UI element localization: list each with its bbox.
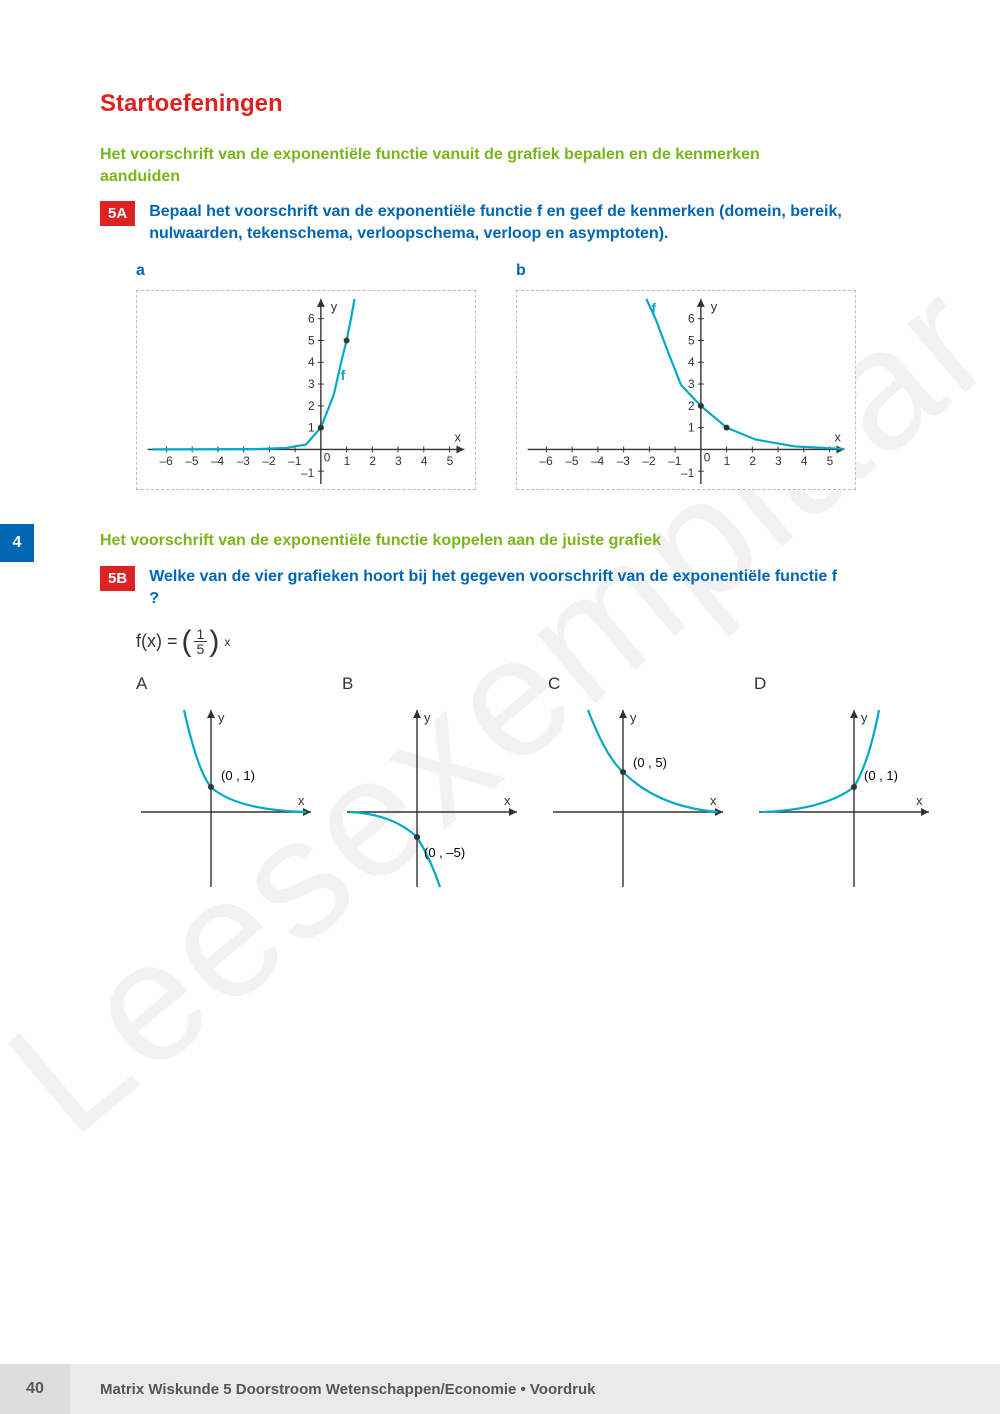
option-a-label: A [136, 674, 322, 694]
option-d-label: D [754, 674, 940, 694]
exercise-5a-text: Bepaal het voorschrift van de exponentië… [149, 201, 849, 244]
svg-text:1: 1 [344, 455, 351, 469]
svg-text:3: 3 [308, 377, 315, 391]
svg-text:5: 5 [447, 455, 454, 469]
svg-text:y: y [424, 710, 431, 725]
option-d-graph: y x (0 , 1) [754, 702, 934, 892]
svg-text:x: x [916, 793, 923, 808]
svg-text:3: 3 [688, 377, 695, 391]
svg-text:2: 2 [688, 399, 695, 413]
formula-prefix: f(x) = [136, 631, 178, 652]
svg-text:y: y [861, 710, 868, 725]
graph-b-label: b [516, 262, 856, 280]
formula-num: 1 [194, 627, 208, 642]
svg-text:(0 , 5): (0 , 5) [633, 755, 667, 770]
option-a-graph: y x (0 , 1) [136, 702, 316, 892]
svg-text:4: 4 [801, 455, 808, 469]
page-number: 40 [0, 1364, 70, 1414]
exercise-5a: 5A Bepaal het voorschrift van de exponen… [100, 201, 940, 244]
svg-text:3: 3 [775, 455, 782, 469]
svg-text:–3: –3 [617, 455, 631, 469]
svg-text:(0 , –5): (0 , –5) [424, 845, 465, 860]
graph-a-label: a [136, 262, 476, 280]
svg-text:5: 5 [827, 455, 834, 469]
svg-text:–1: –1 [681, 466, 695, 480]
svg-text:–2: –2 [262, 455, 275, 469]
option-c-graph: y x (0 , 5) [548, 702, 728, 892]
svg-text:y: y [331, 299, 338, 314]
svg-text:–6: –6 [159, 455, 173, 469]
graphs-ab-row: a –6 –5 –4 –3 –2 [136, 262, 940, 490]
svg-text:–3: –3 [237, 455, 251, 469]
formula-den: 5 [194, 642, 208, 656]
exercise-5b: 5B Welke van de vier grafieken hoort bij… [100, 566, 940, 609]
svg-text:y: y [711, 299, 718, 314]
page-title: Startoefeningen [100, 90, 940, 118]
svg-text:–4: –4 [211, 455, 225, 469]
svg-text:2: 2 [369, 455, 376, 469]
svg-text:4: 4 [688, 356, 695, 370]
option-b: B y x (0 , –5) [342, 674, 528, 897]
exercise-5b-text: Welke van de vier grafieken hoort bij he… [149, 566, 849, 609]
svg-text:1: 1 [308, 421, 315, 435]
svg-text:x: x [835, 430, 842, 445]
graph-b: –6 –5 –4 –3 –2 –1 0 1 2 3 4 5 1 [516, 290, 856, 490]
svg-text:x: x [454, 430, 461, 445]
options-row: A y x (0 , 1) B y x [136, 674, 940, 897]
graph-b-col: b –6 –5 –4 –3 –2 –1 0 1 [516, 262, 856, 490]
svg-text:f: f [651, 300, 656, 316]
svg-text:4: 4 [421, 455, 428, 469]
svg-text:(0 , 1): (0 , 1) [221, 768, 255, 783]
svg-text:–5: –5 [565, 455, 579, 469]
option-a: A y x (0 , 1) [136, 674, 322, 897]
footer: 40 Matrix Wiskunde 5 Doorstroom Wetensch… [0, 1364, 1000, 1414]
section-1-heading: Het voorschrift van de exponentiële func… [100, 144, 840, 187]
svg-text:5: 5 [308, 334, 315, 348]
option-b-label: B [342, 674, 528, 694]
svg-text:y: y [218, 710, 225, 725]
formula-fraction: ( 1 5 ) [182, 627, 220, 656]
formula-exp: x [224, 635, 230, 649]
svg-text:x: x [710, 793, 717, 808]
svg-text:–4: –4 [591, 455, 605, 469]
svg-text:1: 1 [688, 421, 695, 435]
section-2-heading: Het voorschrift van de exponentiële func… [100, 530, 840, 552]
svg-text:6: 6 [688, 312, 695, 326]
graph-a-col: a –6 –5 –4 –3 –2 [136, 262, 476, 490]
svg-text:5: 5 [688, 334, 695, 348]
svg-text:3: 3 [395, 455, 402, 469]
svg-text:–6: –6 [539, 455, 553, 469]
svg-text:2: 2 [749, 455, 756, 469]
badge-5b: 5B [100, 566, 135, 591]
svg-text:2: 2 [308, 399, 315, 413]
svg-text:–1: –1 [288, 455, 302, 469]
option-c: C y x (0 , 5) [548, 674, 734, 897]
option-b-graph: y x (0 , –5) [342, 702, 522, 892]
svg-text:x: x [504, 793, 511, 808]
page-content: Startoefeningen Het voorschrift van de e… [0, 0, 1000, 897]
option-d: D y x (0 , 1) [754, 674, 940, 897]
svg-text:–1: –1 [301, 466, 315, 480]
svg-text:0: 0 [704, 451, 711, 465]
footer-text: Matrix Wiskunde 5 Doorstroom Wetenschapp… [100, 1381, 595, 1398]
svg-text:1: 1 [724, 455, 731, 469]
svg-text:y: y [630, 710, 637, 725]
svg-text:0: 0 [324, 451, 331, 465]
svg-text:x: x [298, 793, 305, 808]
svg-text:–1: –1 [668, 455, 682, 469]
svg-text:–5: –5 [185, 455, 199, 469]
svg-text:6: 6 [308, 312, 315, 326]
graph-a: –6 –5 –4 –3 –2 –1 0 1 2 3 4 5 [136, 290, 476, 490]
svg-text:(0 , 1): (0 , 1) [864, 768, 898, 783]
svg-text:4: 4 [308, 356, 315, 370]
badge-5a: 5A [100, 201, 135, 226]
svg-text:–2: –2 [642, 455, 655, 469]
svg-text:f: f [341, 367, 346, 383]
formula: f(x) = ( 1 5 ) x [136, 627, 940, 656]
option-c-label: C [548, 674, 734, 694]
